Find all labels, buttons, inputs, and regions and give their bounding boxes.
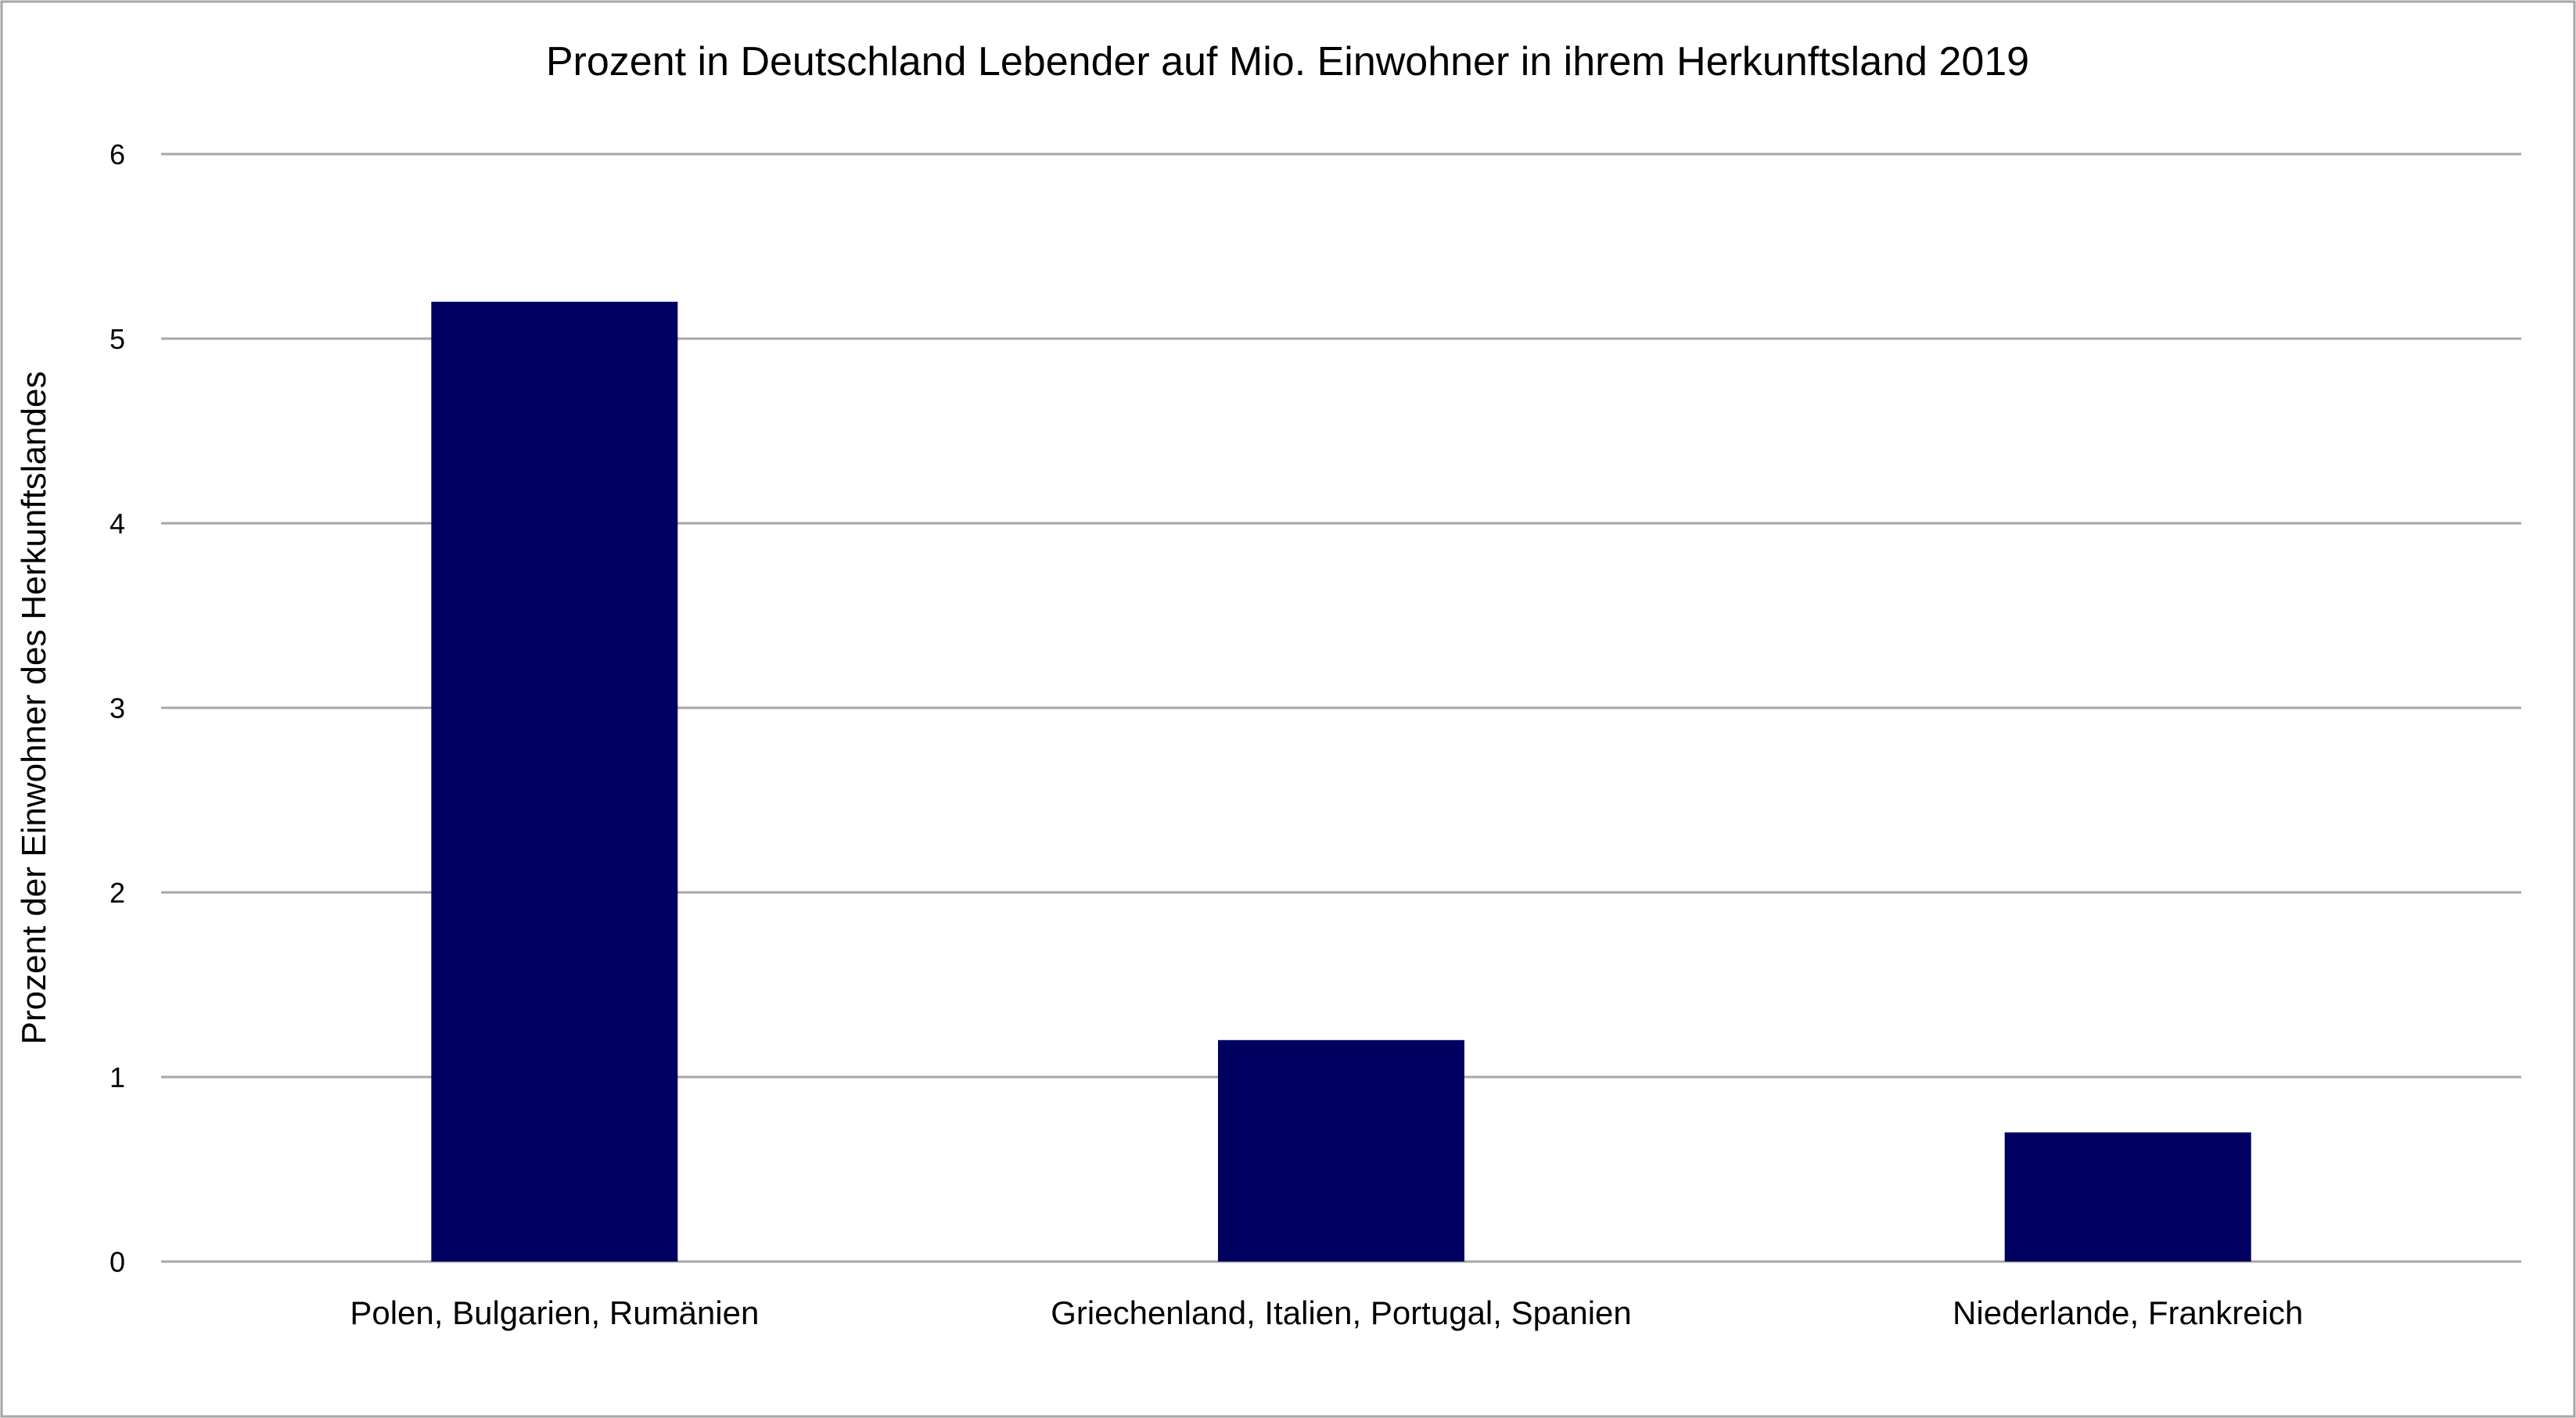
y-tick-label: 1 xyxy=(110,1061,125,1093)
y-tick-label: 4 xyxy=(110,508,125,540)
y-tick-label: 2 xyxy=(110,877,125,909)
bar xyxy=(1218,1039,1464,1262)
bar xyxy=(2004,1132,2251,1262)
y-tick-label: 6 xyxy=(110,138,125,171)
x-tick-label: Griechenland, Italien, Portugal, Spanien xyxy=(1051,1294,1632,1331)
y-tick-label: 3 xyxy=(110,692,125,724)
bar xyxy=(431,301,678,1262)
y-tick-label: 0 xyxy=(110,1246,125,1278)
x-tick-label: Polen, Bulgarien, Rumänien xyxy=(350,1294,759,1331)
y-tick-label: 5 xyxy=(110,323,125,355)
chart-title: Prozent in Deutschland Lebender auf Mio.… xyxy=(546,39,2029,84)
y-axis-label: Prozent der Einwohner des Herkunftslande… xyxy=(15,372,53,1045)
x-tick-label: Niederlande, Frankreich xyxy=(1953,1294,2303,1331)
